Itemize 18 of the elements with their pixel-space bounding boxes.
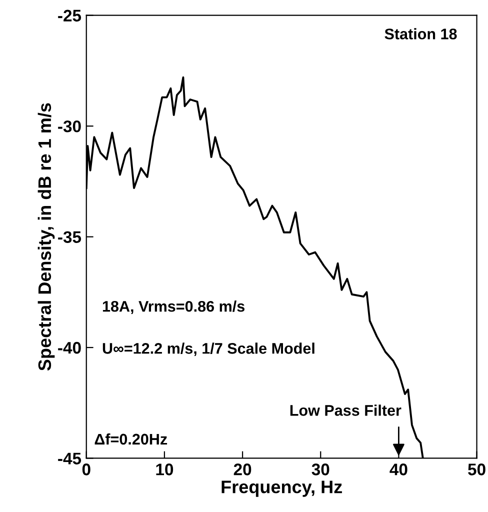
y-tick-label: -40 xyxy=(58,342,81,354)
x-axis-title: Frequency, Hz xyxy=(222,480,342,497)
annotation: 18A, Vrms=0.86 m/s xyxy=(102,300,244,314)
y-axis-title: Spectral Density, in dB re 1 m/s xyxy=(38,103,55,371)
x-tick-label: 0 xyxy=(82,464,90,476)
x-tick-label: 10 xyxy=(156,464,174,476)
x-tick-label: 20 xyxy=(234,464,252,476)
y-tick-label: -30 xyxy=(58,120,81,132)
annotation: U∞=12.2 m/s, 1/7 Scale Model xyxy=(102,342,314,356)
x-tick-label: 50 xyxy=(468,464,486,476)
annotation: Station 18 xyxy=(384,28,457,40)
annotation: Δf=0.20Hz xyxy=(94,433,168,445)
x-tick-label: 40 xyxy=(390,464,408,476)
y-tick-label: -45 xyxy=(58,452,82,464)
x-tick-label: 30 xyxy=(312,464,330,476)
annotation: Low Pass Filter xyxy=(290,404,402,416)
y-tick-label: -35 xyxy=(58,231,82,244)
y-tick-label: -25 xyxy=(58,10,82,22)
